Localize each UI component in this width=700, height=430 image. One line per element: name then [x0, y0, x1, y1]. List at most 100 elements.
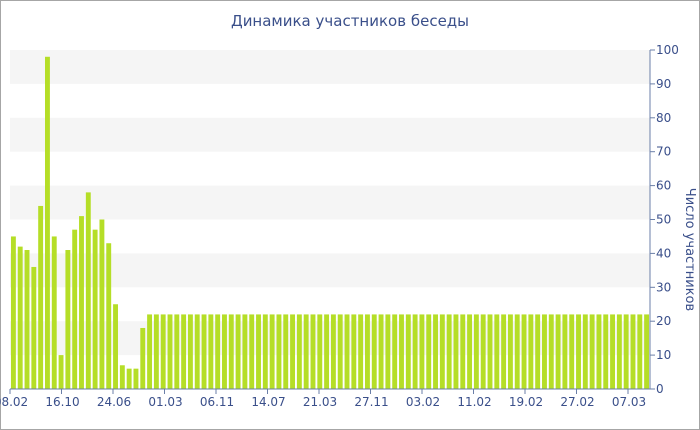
bar [480, 314, 486, 389]
y-ticks: 0 10 20 30 40 50 60 70 80 90 100 [650, 43, 679, 396]
bars [10, 56, 650, 389]
bar [596, 314, 602, 389]
bar [630, 314, 636, 389]
x-tick-label: 24.06 [97, 395, 131, 409]
y-tick-label: 100 [656, 43, 679, 57]
bar [201, 314, 207, 389]
bar [38, 205, 44, 389]
x-tick-label: 11.02 [457, 395, 491, 409]
bar [542, 314, 547, 389]
x-tick-label: 19.02 [509, 395, 543, 409]
bar [337, 314, 343, 389]
bar [399, 314, 404, 389]
bar [358, 314, 364, 389]
bar [269, 314, 275, 389]
bar [45, 56, 50, 389]
bar [310, 314, 316, 389]
bar [215, 314, 221, 389]
x-tick-label: 27.02 [560, 395, 594, 409]
bar [65, 250, 71, 389]
grid-band [10, 50, 650, 84]
bar [589, 314, 595, 389]
bar [72, 229, 78, 389]
bar [119, 365, 125, 389]
bar [582, 314, 588, 389]
bar [501, 314, 507, 389]
bar [385, 314, 391, 389]
bar [208, 314, 214, 389]
bar [453, 314, 459, 389]
x-tick-label: 27.11 [354, 395, 388, 409]
bar [535, 314, 541, 389]
bar [324, 314, 330, 389]
bar [167, 314, 173, 389]
bar [262, 314, 268, 389]
bar [85, 192, 91, 389]
bar [562, 314, 568, 389]
bar [473, 314, 479, 389]
bar [637, 314, 643, 389]
bar [235, 314, 241, 389]
bar [174, 314, 180, 389]
bar [17, 246, 23, 389]
bar [51, 236, 57, 389]
bar [113, 304, 118, 389]
bar [603, 314, 609, 389]
y-tick-label: 60 [656, 179, 671, 193]
y-tick-label: 20 [656, 314, 671, 328]
bar [392, 314, 398, 389]
bar [106, 243, 112, 389]
bar [460, 314, 466, 389]
y-tick-label: 40 [656, 246, 671, 260]
bar [194, 314, 200, 389]
x-tick-label: 14.07 [251, 395, 285, 409]
bar [521, 314, 527, 389]
bar [446, 314, 452, 389]
grid-band [10, 253, 650, 288]
y-tick-label: 50 [656, 213, 671, 227]
x-tick-label: 03.02 [406, 395, 440, 409]
bar [439, 314, 445, 389]
bar [58, 355, 64, 389]
bar [31, 266, 37, 389]
bar [371, 314, 377, 389]
grid-bands [10, 50, 650, 356]
bar [92, 229, 98, 389]
bar [507, 314, 513, 389]
bar [147, 314, 153, 389]
x-tick-label: 07.03 [612, 395, 646, 409]
bar [303, 314, 309, 389]
y-tick-label: 30 [656, 280, 671, 294]
bar [249, 314, 255, 389]
bar [140, 327, 146, 389]
grid-band [10, 321, 650, 356]
bar [187, 314, 193, 389]
x-tick-label: 06.11 [200, 395, 234, 409]
x-tick-label: 16.10 [45, 395, 79, 409]
x-tick-label: 08.02 [0, 395, 28, 409]
bar [433, 314, 438, 389]
bar [467, 314, 473, 389]
bar [528, 314, 534, 389]
bar [514, 314, 520, 389]
bar [79, 216, 84, 389]
bar [412, 314, 418, 389]
bar [405, 314, 411, 389]
bar [126, 368, 132, 389]
bar [160, 314, 166, 389]
y-tick-label: 0 [656, 382, 664, 396]
bar [283, 314, 289, 389]
bar [365, 314, 370, 389]
bar [569, 314, 575, 389]
bar [610, 314, 615, 389]
bar [548, 314, 554, 389]
bar [99, 219, 105, 389]
bar [351, 314, 357, 389]
bar [296, 314, 302, 389]
bar [222, 314, 227, 389]
bar [256, 314, 261, 389]
y-tick-label: 70 [656, 145, 671, 159]
y-tick-label: 90 [656, 77, 671, 91]
chart-title: Динамика участников беседы [230, 12, 470, 30]
